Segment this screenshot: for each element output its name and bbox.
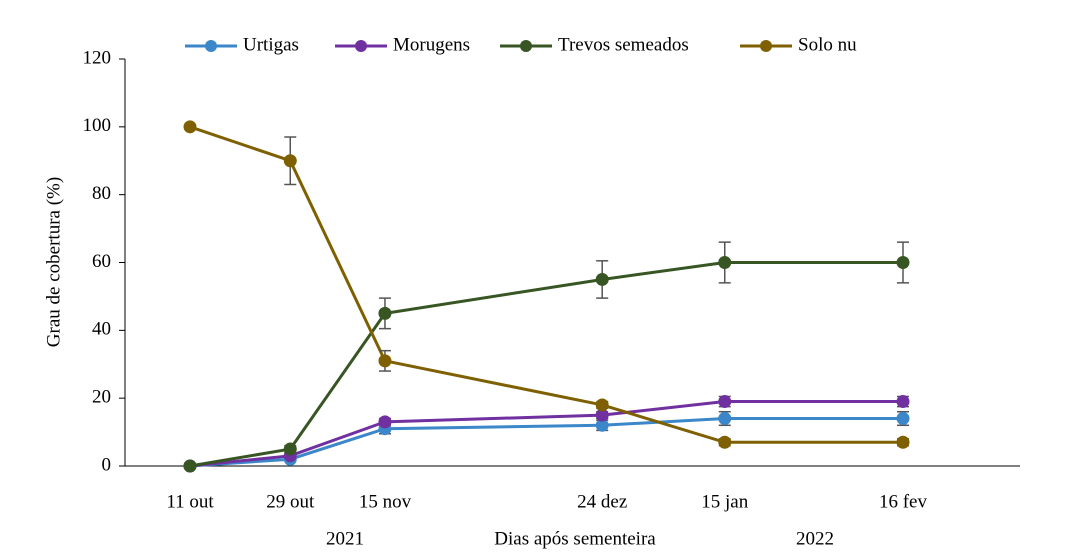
marker (718, 435, 732, 449)
marker (378, 354, 392, 368)
legend-item: Trevos semeados (500, 34, 689, 55)
x-tick-label: 11 out (166, 491, 214, 512)
legend-item: Solo nu (740, 34, 857, 55)
marker (183, 459, 197, 473)
legend-item: Urtigas (185, 34, 299, 55)
x-axis-label: Dias após sementeira (494, 528, 656, 549)
y-tick-label: 80 (92, 183, 111, 204)
marker (718, 395, 732, 409)
series-line (189, 400, 903, 468)
legend-marker (760, 40, 772, 52)
marker (183, 120, 197, 134)
year-label: 2022 (796, 528, 834, 549)
marker (595, 272, 609, 286)
marker (896, 412, 910, 426)
marker (718, 256, 732, 269)
legend-item: Morugens (335, 34, 470, 55)
marker (283, 442, 297, 456)
series-line (189, 261, 903, 468)
series-line (189, 417, 903, 468)
x-tick-label: 16 fev (879, 491, 928, 512)
marker (718, 412, 732, 426)
legend-marker (205, 40, 217, 52)
marker (595, 398, 609, 412)
marker (896, 435, 910, 449)
y-tick-label: 100 (83, 115, 112, 136)
marker (896, 395, 910, 409)
legend-marker (520, 40, 532, 52)
legend-label: Trevos semeados (558, 34, 689, 55)
series-line (189, 125, 903, 444)
marker (283, 154, 297, 168)
legend-marker (355, 40, 367, 52)
y-tick-label: 60 (92, 251, 111, 272)
y-tick-label: 40 (92, 319, 111, 340)
legend-label: Morugens (393, 34, 470, 55)
marker (595, 408, 609, 422)
marker (896, 256, 910, 269)
y-tick-label: 20 (92, 387, 111, 408)
y-tick-label: 120 (83, 47, 112, 68)
x-tick-label: 29 out (266, 491, 315, 512)
marker (378, 415, 392, 429)
legend-label: Solo nu (798, 34, 857, 55)
year-label: 2021 (326, 528, 364, 549)
y-axis-label: Grau de cobertura (%) (43, 177, 64, 347)
legend-label: Urtigas (243, 34, 299, 55)
y-tick-label: 0 (102, 454, 112, 475)
x-tick-label: 15 jan (701, 491, 748, 512)
marker (378, 306, 392, 320)
marker (595, 418, 609, 432)
x-tick-label: 15 nov (359, 491, 412, 512)
x-tick-label: 24 dez (577, 491, 627, 512)
